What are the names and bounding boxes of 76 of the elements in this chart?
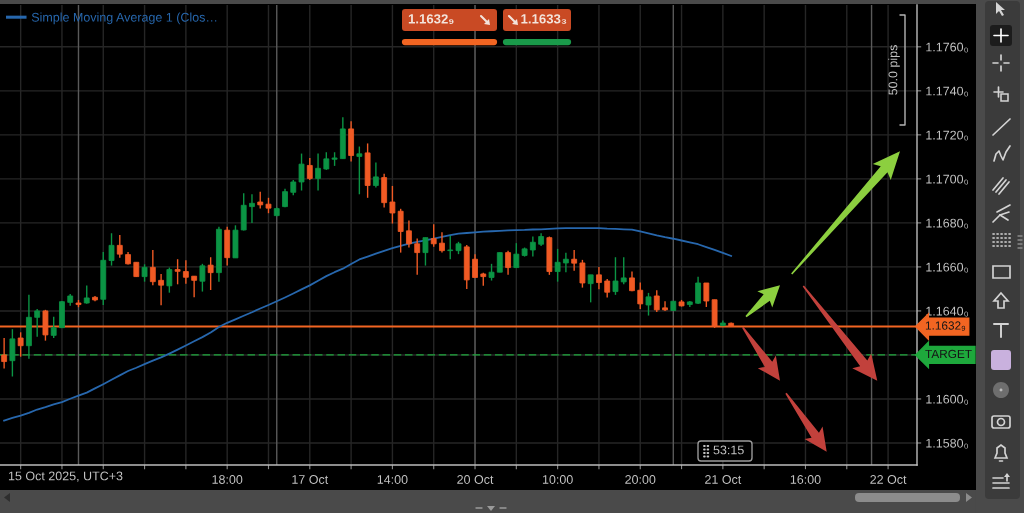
candlestick <box>249 193 255 224</box>
legend-label: Simple Moving Average 1 (Clos… <box>31 12 217 25</box>
x-tick-label: 22 Oct <box>870 475 907 484</box>
candlestick <box>703 282 710 308</box>
candlestick <box>554 248 561 283</box>
candlestick <box>662 300 668 312</box>
candlestick <box>571 249 578 272</box>
candlestick <box>199 263 206 293</box>
candlestick <box>356 145 363 195</box>
y-tick-label: 1.1700₀ <box>926 174 969 185</box>
candlestick <box>620 256 627 285</box>
candlestick <box>645 292 652 317</box>
candlestick <box>406 219 412 249</box>
candlestick <box>695 276 701 305</box>
candlestick <box>422 236 429 267</box>
candlestick <box>34 308 41 338</box>
candlestick <box>397 208 404 254</box>
candlestick <box>9 328 16 378</box>
y-tick-label: 1.1580₀ <box>926 438 969 449</box>
candlestick <box>182 259 189 285</box>
candlestick <box>149 249 156 286</box>
y-tick-label: 1.1680₀ <box>926 218 969 229</box>
candlestick <box>637 281 644 310</box>
candlestick <box>496 251 503 273</box>
candlestick <box>83 284 90 305</box>
candlestick <box>306 157 313 181</box>
x-tick-label: 14:00 <box>377 475 408 484</box>
candlestick <box>17 331 24 358</box>
annotation: 50.0 pips <box>888 45 900 95</box>
candlestick <box>529 235 536 258</box>
candlestick <box>596 266 602 291</box>
candlestick <box>50 315 57 339</box>
candlestick <box>563 252 569 273</box>
candlestick <box>612 256 619 296</box>
candlestick <box>1 337 8 370</box>
candlestick <box>430 223 437 248</box>
x-tick-label: 18:00 <box>212 475 243 484</box>
candlestick <box>447 234 454 260</box>
candlestick <box>505 250 511 276</box>
candlestick <box>389 185 396 225</box>
ref-line-label: TARGET <box>925 349 972 359</box>
x-tick-label: 16:00 <box>790 475 821 484</box>
candlestick <box>166 266 173 294</box>
annotation: 1.1633₃ <box>521 14 567 24</box>
y-tick-label: 1.1740₀ <box>926 86 969 97</box>
candlestick <box>315 152 321 192</box>
candlestick <box>653 289 660 313</box>
text: 15 Oct 2025, UTC+3 <box>8 471 123 482</box>
line-series <box>3 227 733 422</box>
candlestick <box>513 242 520 269</box>
y-tick-label: 1.1640₀ <box>926 306 969 317</box>
x-tick-label: 20 Oct <box>457 475 494 484</box>
candlestick <box>174 258 181 285</box>
x-tick-label: 21 Oct <box>705 475 742 484</box>
ref-line-label: 1.1632₉ <box>925 321 966 331</box>
candlestick <box>414 237 421 276</box>
y-tick-label: 1.1760₀ <box>926 42 969 53</box>
candlestick <box>372 161 379 189</box>
x-tick-label: 20:00 <box>625 475 656 484</box>
y-tick-label: 1.1660₀ <box>926 262 969 273</box>
candlestick <box>604 278 611 299</box>
candlestick <box>298 152 305 192</box>
annotation: 53:15 <box>713 445 744 455</box>
x-tick-label: 17 Oct <box>292 475 329 484</box>
candlestick <box>108 232 115 267</box>
candlestick <box>116 234 123 259</box>
candlestick <box>158 273 164 306</box>
annotation: 1.1632₉ <box>408 14 454 24</box>
candlestick <box>439 231 445 254</box>
candlestick <box>207 256 214 291</box>
y-tick-label: 1.1600₀ <box>926 394 969 405</box>
candlestick <box>472 253 478 279</box>
candlestick <box>579 259 586 289</box>
candlestick <box>587 274 594 304</box>
x-tick-label: 10:00 <box>542 475 573 484</box>
y-tick-label: 1.1720₀ <box>926 130 969 141</box>
